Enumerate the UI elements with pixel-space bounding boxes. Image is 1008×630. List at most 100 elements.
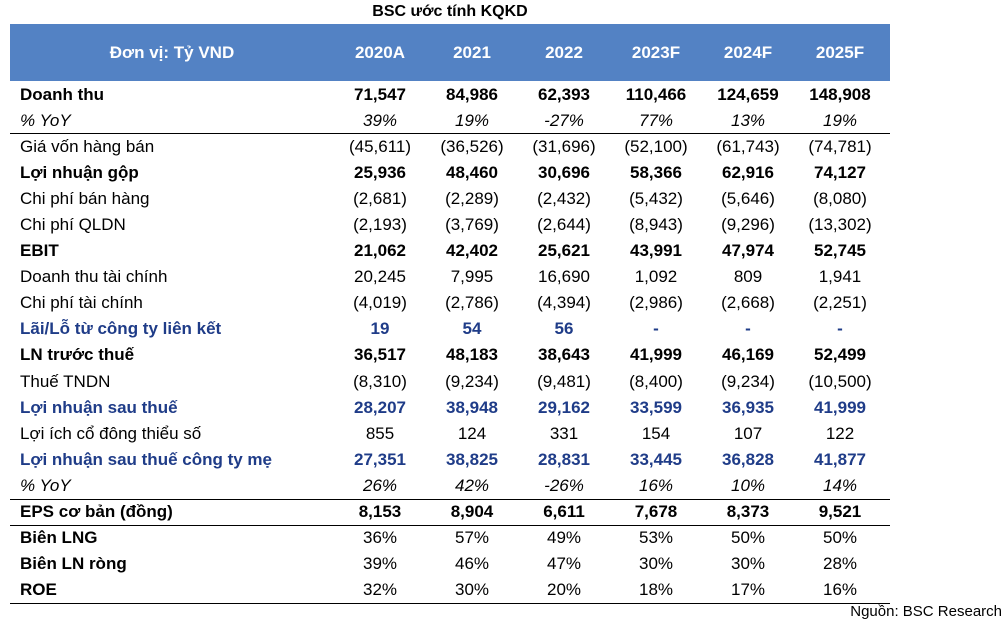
- row-value: 855: [365, 423, 395, 443]
- row-value: (4,019): [353, 293, 407, 313]
- row-value: 25,621: [538, 241, 590, 261]
- row-value: 39%: [362, 554, 398, 574]
- year-header: 2020A: [354, 42, 406, 62]
- row-value: 21,062: [354, 241, 406, 261]
- row-value: 25,936: [354, 162, 406, 182]
- table-row: % YoY 26% 42% -26% 16% 10% 14%: [10, 472, 890, 498]
- row-value: (9,481): [537, 371, 591, 391]
- row-value: 8,904: [450, 502, 494, 522]
- table-header: Đơn vị: Tỷ VND 2020A 2021 2022 2023F 202…: [10, 24, 890, 81]
- row-value: (13,302): [808, 215, 872, 235]
- row-value: (31,696): [532, 136, 596, 156]
- row-value: 19%: [454, 110, 490, 130]
- row-value: 110,466: [625, 84, 687, 104]
- row-value: 41,877: [814, 449, 866, 469]
- row-value: (9,296): [721, 215, 775, 235]
- row-value: 48,183: [446, 345, 498, 365]
- row-value: 47,974: [722, 241, 774, 261]
- row-value: 54: [462, 319, 482, 339]
- row-value: 30%: [454, 580, 490, 600]
- row-value: 38,643: [538, 345, 590, 365]
- table-row: Lợi nhuận sau thuế 28,207 38,948 29,162 33,5…: [10, 394, 890, 420]
- row-value: 124: [457, 423, 487, 443]
- row-value: 62,916: [722, 162, 774, 182]
- row-value: (8,310): [353, 371, 407, 391]
- row-label: % YoY: [20, 110, 71, 130]
- row-value: 47%: [546, 554, 582, 574]
- row-label: Chi phí bán hàng: [20, 188, 150, 208]
- row-value: (2,289): [445, 188, 499, 208]
- row-value: 16%: [822, 580, 858, 600]
- row-label: EBIT: [20, 241, 59, 261]
- row-value: 27,351: [354, 449, 406, 469]
- row-value: (4,394): [537, 293, 591, 313]
- row-value: 30%: [638, 554, 674, 574]
- row-label: Chi phí tài chính: [20, 293, 143, 313]
- row-value: 1,941: [818, 267, 862, 287]
- row-value: 42%: [454, 475, 490, 495]
- row-value: 122: [825, 423, 855, 443]
- row-value: 124,659: [717, 84, 779, 104]
- row-value: (2,432): [537, 188, 591, 208]
- row-value: 71,547: [354, 84, 406, 104]
- row-value: 58,366: [630, 162, 682, 182]
- row-label: Lợi ích cổ đông thiểu số: [20, 423, 202, 443]
- row-value: 42,402: [446, 241, 498, 261]
- row-value: 41,999: [630, 345, 682, 365]
- row-value: 8,373: [726, 502, 770, 522]
- row-value: (52,100): [624, 136, 688, 156]
- year-header: 2024F: [723, 42, 773, 62]
- row-value: (9,234): [445, 371, 499, 391]
- row-label: Lợi nhuận gộp: [20, 162, 139, 182]
- row-value: (74,781): [808, 136, 872, 156]
- row-value: (8,943): [629, 215, 683, 235]
- row-value: (8,400): [629, 371, 683, 391]
- row-value: 6,611: [543, 502, 585, 522]
- row-label: Doanh thu tài chính: [20, 267, 168, 287]
- row-value: 9,521: [818, 502, 862, 522]
- row-label: Biên LN ròng: [20, 554, 127, 574]
- table-row: Biên LN ròng 39% 46% 47% 30% 30% 28%: [10, 551, 890, 577]
- row-value: 154: [641, 423, 671, 443]
- row-value: 84,986: [446, 84, 498, 104]
- row-value: 52,745: [814, 241, 866, 261]
- row-value: 53%: [638, 528, 674, 548]
- row-value: 36,828: [722, 449, 774, 469]
- table-row: LN trước thuế 36,517 48,183 38,643 41,999 46,…: [10, 342, 890, 368]
- row-value: 16%: [638, 475, 674, 495]
- table-row: Lãi/Lỗ từ công ty liên kết 19 54 56 - - -: [10, 316, 890, 342]
- year-header: 2021: [453, 42, 491, 62]
- table-row: Thuế TNDN (8,310) (9,234) (9,481) (8,400) (9,…: [10, 368, 890, 394]
- table-row: Doanh thu tài chính 20,245 7,995 16,690 1,09…: [10, 264, 890, 290]
- row-value: 30,696: [538, 162, 590, 182]
- unit-header: Đơn vị: Tỷ VND: [109, 42, 235, 62]
- row-value: (2,251): [813, 293, 867, 313]
- row-value: 33,599: [630, 397, 682, 417]
- row-value: 50%: [730, 528, 766, 548]
- row-value: 29,162: [538, 397, 590, 417]
- row-value: 148,908: [809, 84, 871, 104]
- table-row: EPS cơ bản (đồng) 8,153 8,904 6,611 7,678 8,3…: [10, 498, 890, 525]
- row-label: Biên LNG: [20, 528, 98, 548]
- row-value: (2,193): [353, 215, 407, 235]
- row-value: (3,769): [445, 215, 499, 235]
- row-value: (45,611): [348, 136, 412, 156]
- row-label: LN trước thuế: [20, 345, 135, 365]
- row-value: (5,646): [721, 188, 775, 208]
- row-value: 7,995: [450, 267, 494, 287]
- table-row: EBIT 21,062 42,402 25,621 43,991 47,974 52,745: [10, 238, 890, 264]
- row-value: (2,986): [629, 293, 683, 313]
- row-value: 74,127: [814, 162, 866, 182]
- source-note: Nguồn: BSC Research: [850, 603, 1002, 620]
- row-label: ROE: [20, 580, 57, 600]
- table-row: Giá vốn hàng bán (45,611) (36,526) (31,696)…: [10, 133, 890, 159]
- table-row: Doanh thu 71,547 84,986 62,393 110,466 124,65…: [10, 81, 890, 107]
- row-value: 18%: [638, 580, 674, 600]
- row-value: -27%: [544, 110, 584, 130]
- row-value: 49%: [546, 528, 582, 548]
- row-label: Doanh thu: [20, 84, 105, 104]
- row-label: Giá vốn hàng bán: [20, 136, 155, 156]
- row-value: 16,690: [538, 267, 590, 287]
- row-value: 43,991: [630, 241, 682, 261]
- row-value: -: [837, 319, 843, 339]
